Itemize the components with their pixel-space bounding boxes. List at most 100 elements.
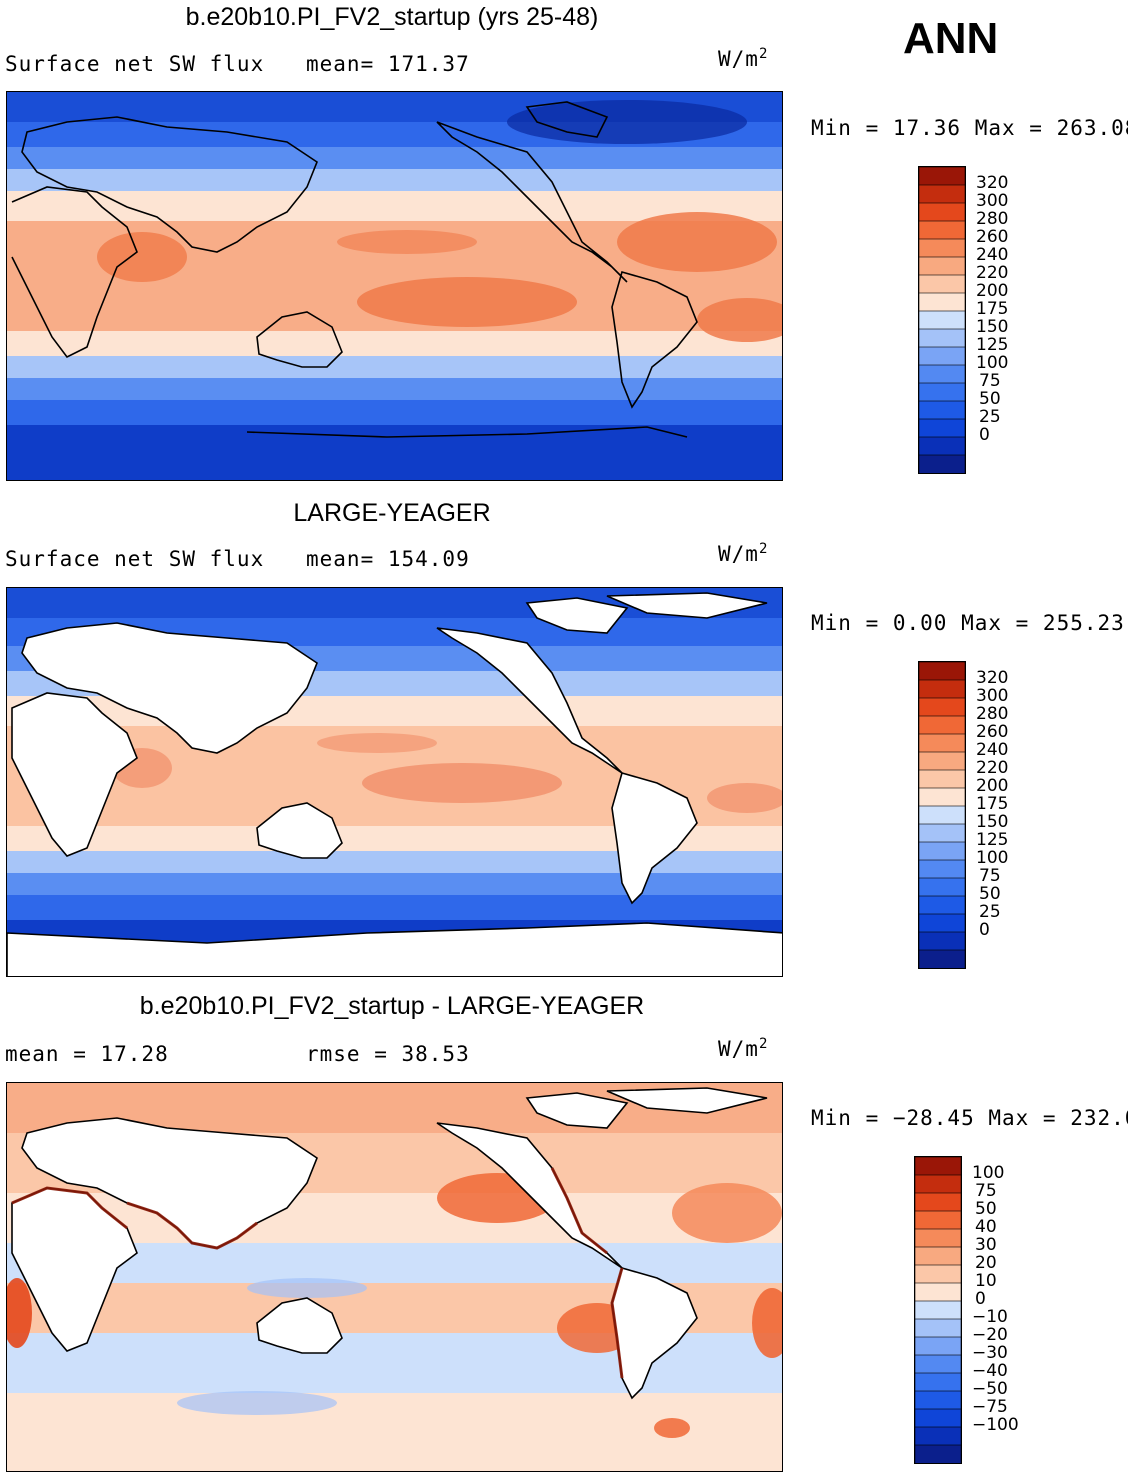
colorbar-swatch: [919, 841, 965, 861]
colorbar-tick-label: 50: [979, 389, 1001, 409]
panel-3-minmax: Min = −28.45 Max = 232.07: [811, 1106, 1128, 1130]
colorbar-swatch: [919, 418, 965, 438]
panel-1-units: W/m2: [718, 46, 769, 71]
colorbar-swatch: [919, 167, 965, 186]
colorbar-swatch: [919, 292, 965, 312]
colorbar-swatch: [919, 662, 965, 681]
colorbar-tick-label: 0: [979, 425, 990, 445]
colorbar-swatch: [919, 310, 965, 330]
colorbar-swatch: [915, 1210, 961, 1230]
colorbar-swatch: [915, 1444, 961, 1463]
colorbar-tick-label: 240: [976, 740, 1009, 760]
colorbar-tick-label: 125: [976, 335, 1009, 355]
colorbar-tick-label: −50: [972, 1379, 1008, 1399]
panel-1-variable-label: Surface net SW flux: [5, 52, 265, 76]
panel-1-title: b.e20b10.PI_FV2_startup (yrs 25-48): [185, 3, 599, 31]
colorbar-swatch: [919, 436, 965, 456]
colorbar-swatch: [915, 1174, 961, 1194]
colorbar-tick-label: 10: [975, 1271, 997, 1291]
colorbar-tick-label: 75: [979, 371, 1001, 391]
panel-1-colorbar: [918, 166, 966, 474]
colorbar-swatch: [919, 751, 965, 771]
colorbar-tick-label: 200: [976, 776, 1009, 796]
colorbar-tick-label: 50: [975, 1199, 997, 1219]
colorbar-swatch: [915, 1390, 961, 1410]
panel-3-map: [6, 1082, 783, 1472]
colorbar-swatch: [919, 895, 965, 915]
colorbar-tick-label: 0: [979, 920, 990, 940]
colorbar-swatch: [919, 733, 965, 753]
panel-2-units: W/m2: [718, 541, 769, 566]
colorbar-tick-label: 240: [976, 245, 1009, 265]
colorbar-tick-label: 100: [976, 353, 1009, 373]
panel-3-mean: mean = 17.28: [5, 1042, 169, 1066]
colorbar-tick-label: 125: [976, 830, 1009, 850]
colorbar-swatch: [919, 697, 965, 717]
colorbar-tick-label: −100: [972, 1415, 1019, 1435]
colorbar-swatch: [919, 238, 965, 258]
colorbar-tick-label: 260: [976, 227, 1009, 247]
panel-1-mean: mean= 171.37: [306, 52, 470, 76]
colorbar-swatch: [919, 715, 965, 735]
panel-1-map: [6, 91, 783, 481]
colorbar-tick-label: 175: [976, 299, 1009, 319]
panel-2-map: [6, 587, 783, 977]
colorbar-swatch: [919, 931, 965, 951]
colorbar-tick-label: 300: [976, 686, 1009, 706]
colorbar-tick-label: 0: [975, 1289, 986, 1309]
colorbar-tick-label: 320: [976, 668, 1009, 688]
colorbar-tick-label: 220: [976, 758, 1009, 778]
colorbar-swatch: [919, 328, 965, 348]
colorbar-swatch: [919, 769, 965, 789]
colorbar-tick-label: 25: [979, 902, 1001, 922]
colorbar-tick-label: 220: [976, 263, 1009, 283]
colorbar-tick-label: 175: [976, 794, 1009, 814]
colorbar-swatch: [919, 913, 965, 933]
colorbar-swatch: [919, 400, 965, 420]
colorbar-tick-label: 300: [976, 191, 1009, 211]
colorbar-tick-label: −40: [972, 1361, 1008, 1381]
colorbar-tick-label: 150: [976, 317, 1009, 337]
colorbar-swatch: [919, 787, 965, 807]
colorbar-tick-label: 280: [976, 704, 1009, 724]
colorbar-swatch: [915, 1336, 961, 1356]
colorbar-swatch: [915, 1192, 961, 1212]
colorbar-tick-label: 100: [976, 848, 1009, 868]
colorbar-swatch: [919, 805, 965, 825]
colorbar-tick-label: 50: [979, 884, 1001, 904]
colorbar-tick-label: 75: [975, 1181, 997, 1201]
colorbar-tick-label: 40: [975, 1217, 997, 1237]
colorbar-swatch: [919, 274, 965, 294]
colorbar-tick-label: 260: [976, 722, 1009, 742]
panel-2-mean: mean= 154.09: [306, 547, 470, 571]
colorbar-swatch: [915, 1318, 961, 1338]
colorbar-swatch: [915, 1157, 961, 1176]
colorbar-swatch: [915, 1354, 961, 1374]
colorbar-tick-label: 20: [975, 1253, 997, 1273]
colorbar-swatch: [915, 1300, 961, 1320]
colorbar-swatch: [915, 1228, 961, 1248]
colorbar-swatch: [919, 220, 965, 240]
colorbar-swatch: [919, 454, 965, 473]
colorbar-swatch: [915, 1282, 961, 1302]
colorbar-swatch: [919, 823, 965, 843]
panel-3-units: W/m2: [718, 1036, 769, 1061]
colorbar-swatch: [919, 859, 965, 879]
colorbar-tick-label: 200: [976, 281, 1009, 301]
colorbar-swatch: [919, 202, 965, 222]
colorbar-tick-label: −10: [972, 1307, 1008, 1327]
colorbar-tick-label: 150: [976, 812, 1009, 832]
colorbar-tick-label: 25: [979, 407, 1001, 427]
colorbar-swatch: [919, 346, 965, 366]
colorbar-tick-label: −75: [972, 1397, 1008, 1417]
panel-3-title: b.e20b10.PI_FV2_startup - LARGE-YEAGER: [139, 992, 645, 1020]
colorbar-swatch: [915, 1372, 961, 1392]
colorbar-tick-label: 100: [972, 1163, 1005, 1183]
colorbar-swatch: [919, 679, 965, 699]
panel-3-rmse: rmse = 38.53: [306, 1042, 470, 1066]
panel-2-title: LARGE-YEAGER: [293, 499, 491, 527]
colorbar-tick-label: 320: [976, 173, 1009, 193]
colorbar-tick-label: −20: [972, 1325, 1008, 1345]
colorbar-swatch: [919, 949, 965, 968]
colorbar-swatch: [915, 1264, 961, 1284]
